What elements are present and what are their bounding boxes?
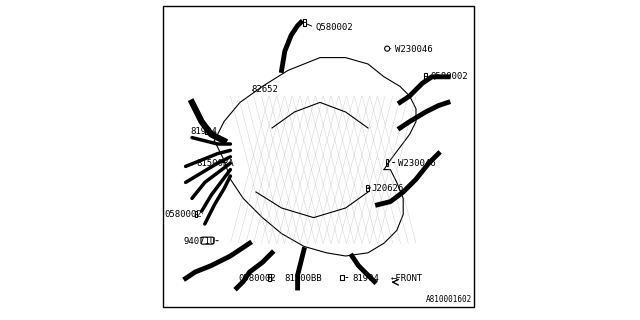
FancyBboxPatch shape xyxy=(201,237,214,244)
FancyBboxPatch shape xyxy=(205,129,209,133)
Text: 81904: 81904 xyxy=(191,127,217,136)
Text: 0580002: 0580002 xyxy=(239,274,276,283)
Text: 82652: 82652 xyxy=(251,85,278,94)
Text: A810001602: A810001602 xyxy=(426,295,472,304)
Text: W230046: W230046 xyxy=(396,45,433,54)
Text: 81500BB: 81500BB xyxy=(285,274,323,283)
FancyBboxPatch shape xyxy=(195,211,197,217)
FancyBboxPatch shape xyxy=(268,274,271,281)
Text: 81500BA: 81500BA xyxy=(197,159,234,168)
FancyBboxPatch shape xyxy=(303,19,306,26)
FancyBboxPatch shape xyxy=(386,159,388,166)
Text: W230046: W230046 xyxy=(398,159,436,168)
Text: Q580002: Q580002 xyxy=(430,72,468,81)
Text: J20626: J20626 xyxy=(371,184,403,193)
Text: ←FRONT: ←FRONT xyxy=(390,274,422,283)
Text: Q580002: Q580002 xyxy=(315,23,353,32)
Text: 94071U: 94071U xyxy=(184,237,216,246)
Circle shape xyxy=(385,46,390,51)
FancyBboxPatch shape xyxy=(366,185,369,191)
FancyBboxPatch shape xyxy=(424,73,427,79)
Text: 0580002: 0580002 xyxy=(165,210,202,219)
FancyBboxPatch shape xyxy=(340,275,344,280)
Text: 81904: 81904 xyxy=(352,274,379,283)
